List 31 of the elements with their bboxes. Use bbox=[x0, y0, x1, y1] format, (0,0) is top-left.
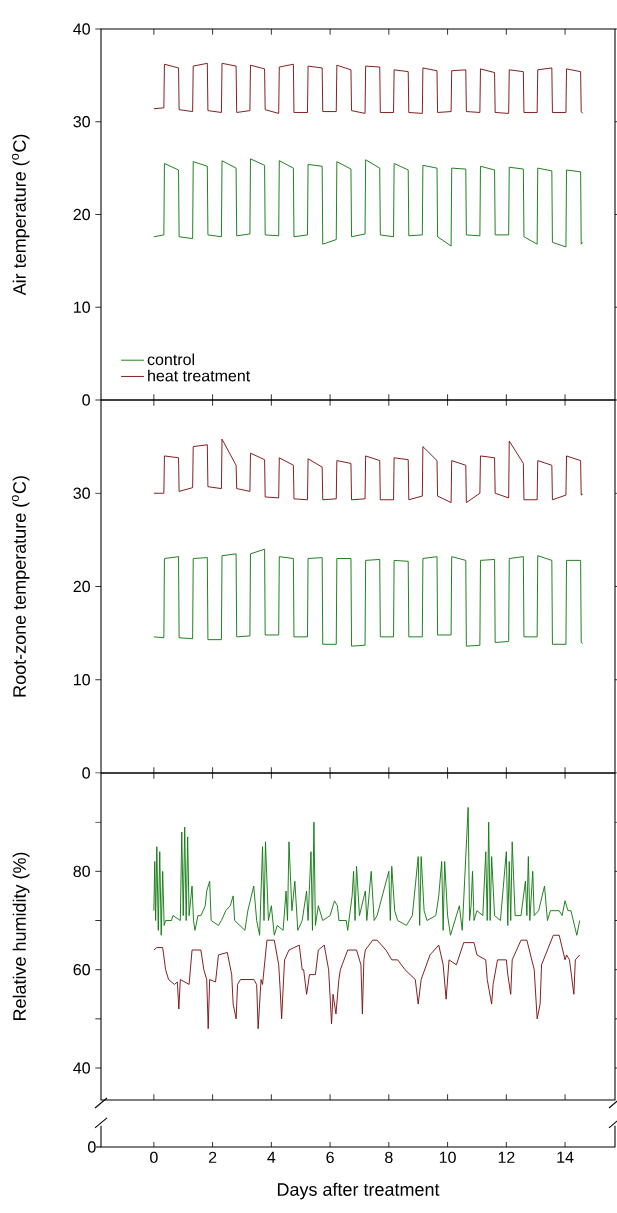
line-series bbox=[153, 806, 581, 936]
y-tick-label: 0 bbox=[82, 767, 90, 779]
y-tick-label: 20 bbox=[73, 580, 90, 593]
y-tick-label: 20 bbox=[73, 208, 90, 221]
x-tick-label: 10 bbox=[439, 1151, 456, 1164]
x-tick-label: 14 bbox=[557, 1151, 574, 1163]
y-tick-label: 10 bbox=[74, 301, 90, 313]
y-tick-label: 60 bbox=[73, 964, 90, 976]
y-tick-label: 10 bbox=[74, 674, 90, 686]
x-tick-label: 12 bbox=[498, 1151, 515, 1163]
line-series bbox=[153, 548, 584, 647]
y-axis-title: Air temperature ($^{o}$C) bbox=[11, 134, 30, 296]
x-axis-title: Days after treatment bbox=[277, 1182, 440, 1200]
y-tick-label: 40 bbox=[73, 1062, 90, 1074]
x-tick-label: 4 bbox=[267, 1151, 276, 1163]
y-tick-label: 80 bbox=[73, 865, 90, 877]
y-tick-label: 30 bbox=[73, 116, 90, 128]
x-tick-label: 0 bbox=[150, 1151, 158, 1164]
line-series bbox=[153, 62, 584, 114]
y-tick-label: 0 bbox=[82, 394, 90, 406]
line-series bbox=[153, 438, 584, 504]
x-tick-label: 2 bbox=[208, 1151, 217, 1163]
x-tick-label: 8 bbox=[385, 1151, 393, 1164]
line-series bbox=[153, 158, 584, 248]
y-tick-label: 30 bbox=[73, 487, 90, 499]
legend-label: control bbox=[147, 353, 194, 366]
legend-label: heat treatment bbox=[148, 369, 251, 382]
y-tick-label: 40 bbox=[73, 23, 90, 35]
y-axis-title: Relative humidity (%) bbox=[12, 852, 30, 1021]
y-axis-title: Root-zone temperature ($^{o}$C) bbox=[11, 476, 30, 697]
x-tick-label: 6 bbox=[326, 1151, 334, 1164]
